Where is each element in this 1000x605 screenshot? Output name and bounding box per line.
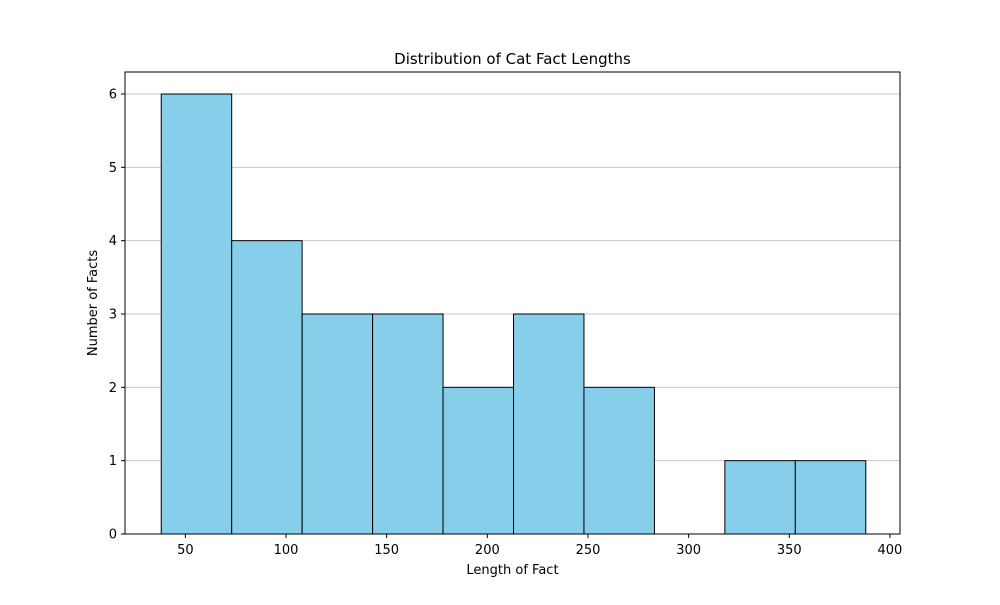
x-tick-label: 300 bbox=[676, 543, 701, 558]
axes-frame bbox=[124, 71, 901, 535]
histogram-bar bbox=[372, 313, 444, 535]
histogram-bar bbox=[442, 386, 515, 535]
bars-layer bbox=[160, 93, 867, 535]
histogram-bar bbox=[794, 460, 867, 535]
y-tick-label: 4 bbox=[109, 234, 117, 249]
ticks-layer: 0 1 2 3 4 5 6 50 100 150 200 250 300 350 400 bbox=[109, 88, 903, 559]
y-tick-label: 3 bbox=[109, 308, 117, 323]
y-tick-label: 1 bbox=[109, 454, 117, 469]
y-tick-label: 6 bbox=[109, 88, 117, 103]
y-tick-label: 2 bbox=[109, 381, 117, 396]
x-tick-label: 350 bbox=[777, 543, 802, 558]
y-axis-label: Number of Facts bbox=[86, 250, 101, 357]
chart-title: Distribution of Cat Fact Lengths bbox=[394, 50, 631, 68]
y-tick-label: 5 bbox=[109, 161, 117, 176]
x-tick-label: 250 bbox=[576, 543, 601, 558]
histogram-bar bbox=[301, 313, 374, 535]
x-tick-label: 150 bbox=[374, 543, 399, 558]
x-tick-label: 50 bbox=[177, 543, 194, 558]
y-tick-label: 0 bbox=[109, 528, 117, 543]
histogram-bar bbox=[231, 240, 303, 535]
histogram-bar bbox=[583, 386, 655, 535]
x-tick-label: 200 bbox=[475, 543, 500, 558]
histogram-bar bbox=[513, 313, 585, 535]
x-tick-label: 100 bbox=[274, 543, 299, 558]
x-tick-label: 400 bbox=[878, 543, 903, 558]
x-axis-label: Length of Fact bbox=[466, 563, 558, 578]
histogram-bar bbox=[724, 460, 796, 535]
histogram-bar bbox=[160, 93, 233, 535]
